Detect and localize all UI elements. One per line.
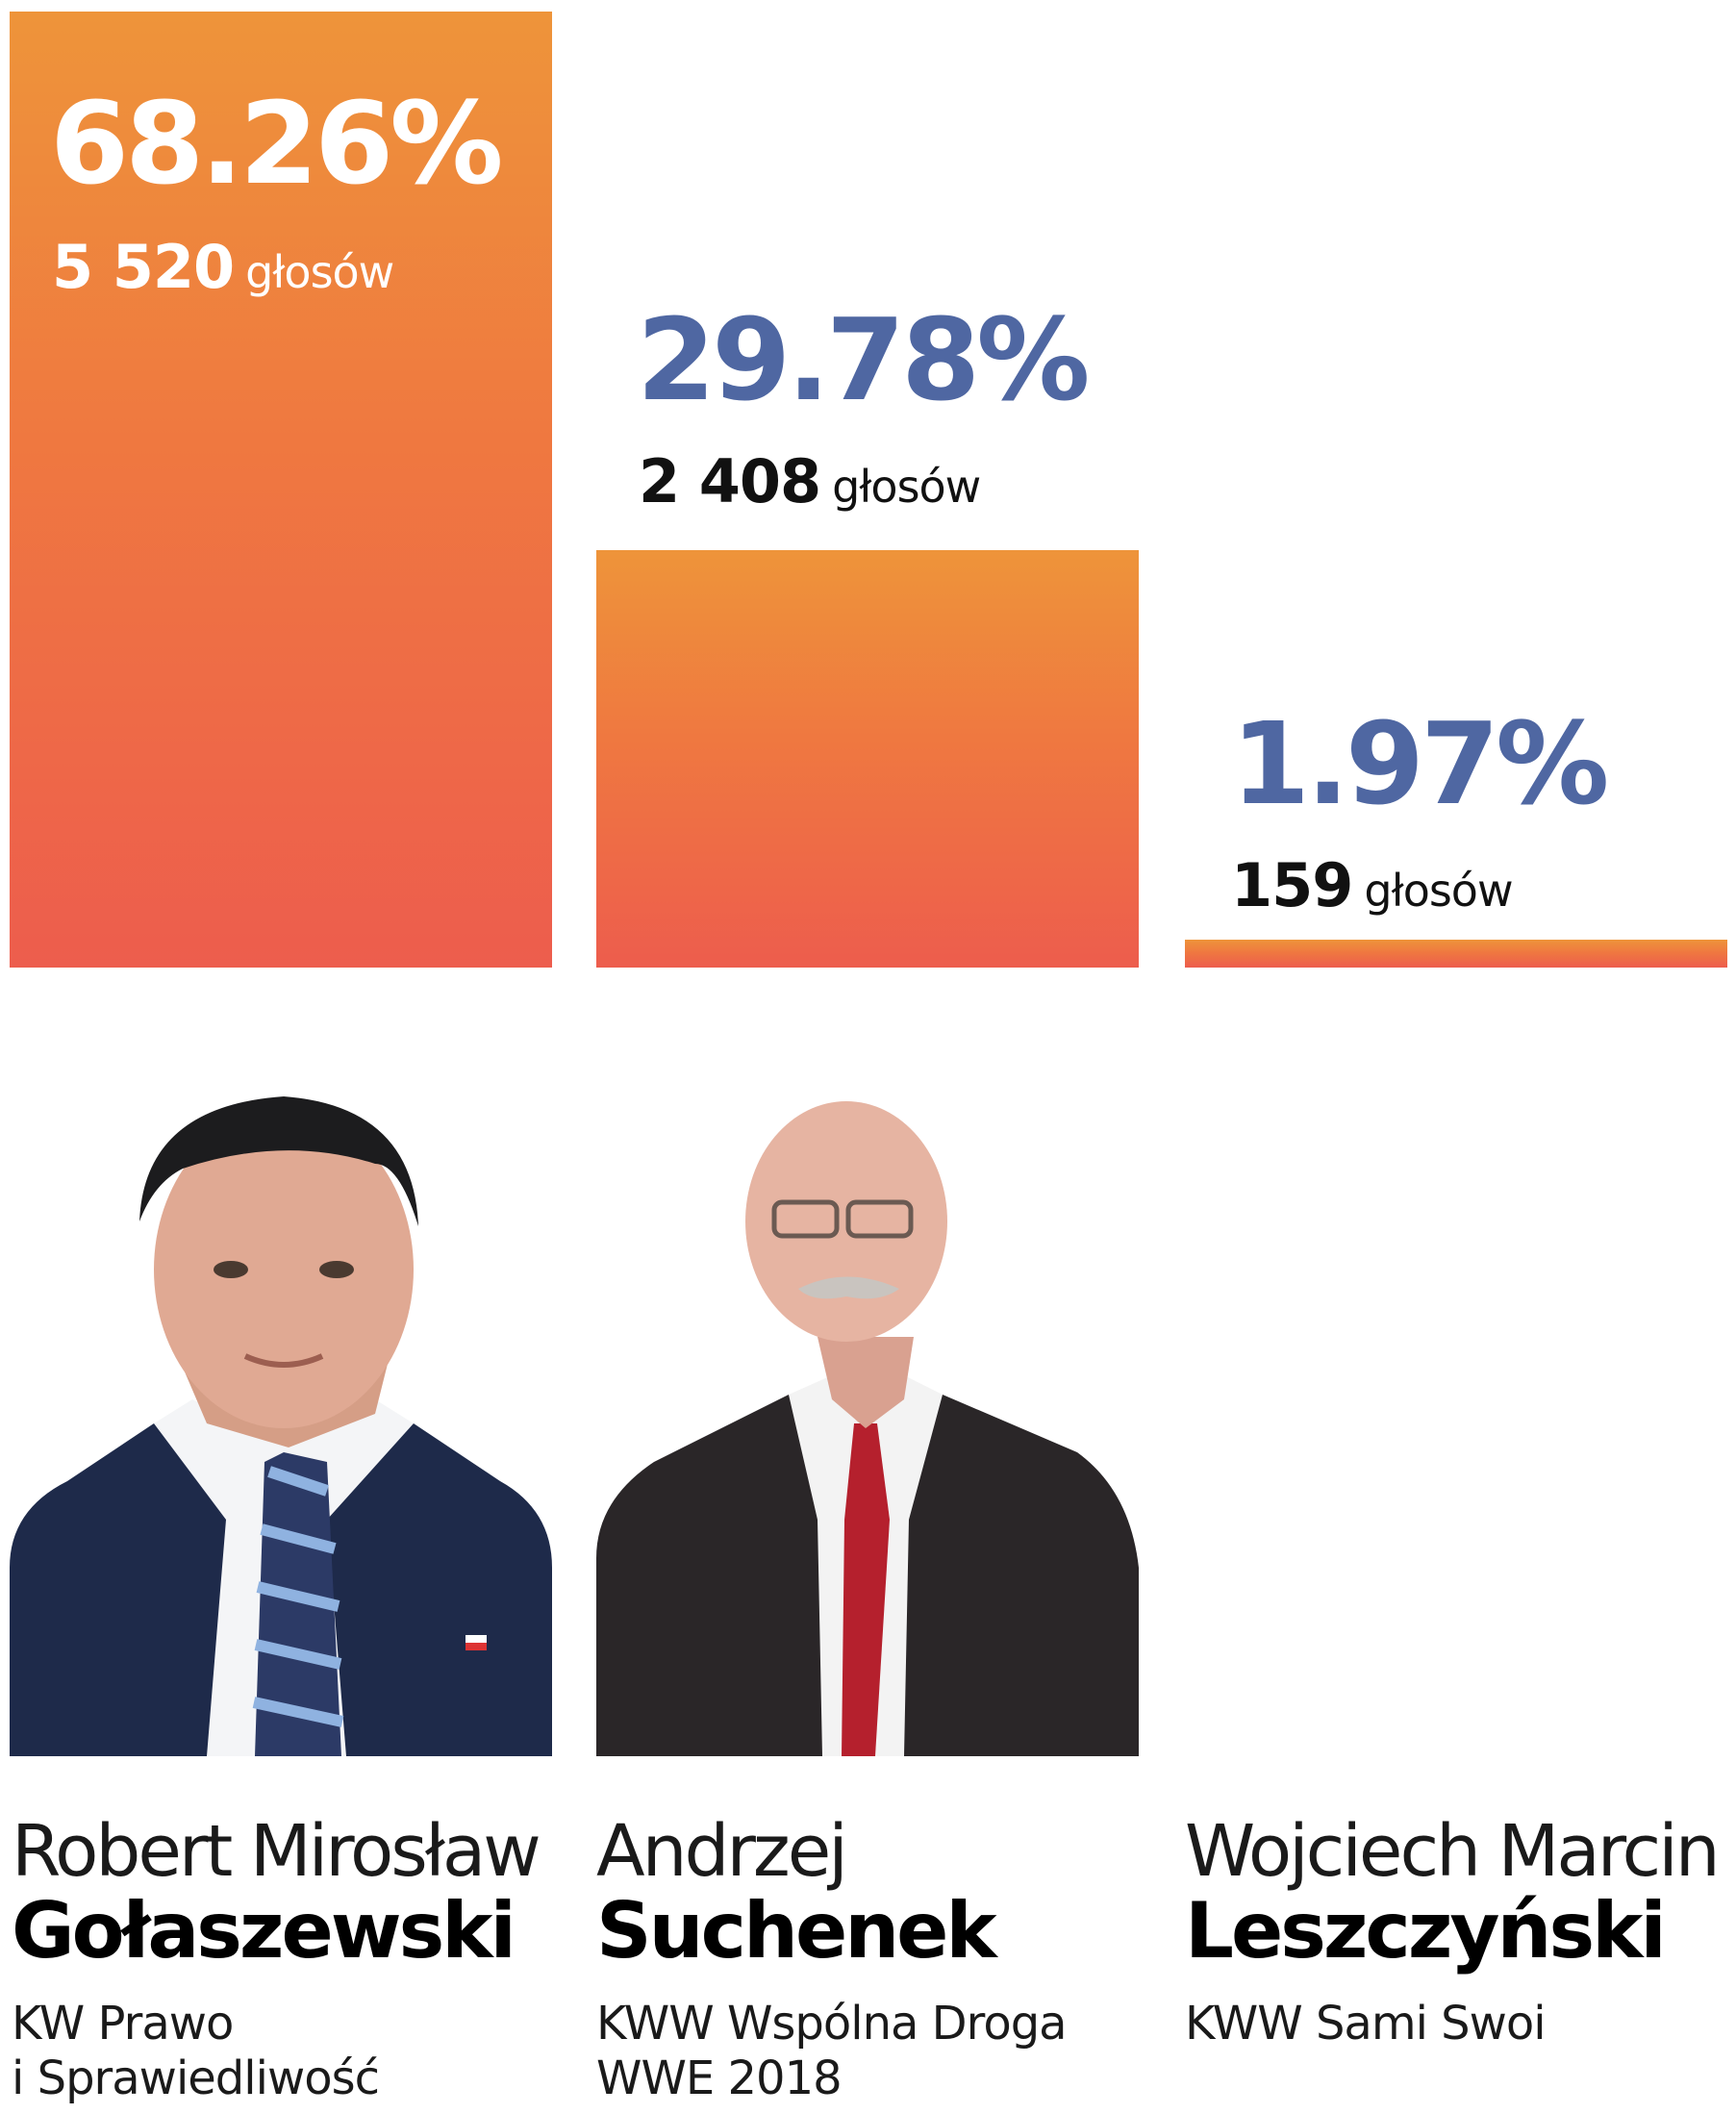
votes-unit: głosów bbox=[1364, 865, 1513, 917]
votes-label-golaszewski: 5 520 głosów bbox=[52, 238, 394, 298]
votes-unit: głosów bbox=[832, 461, 981, 513]
candidate-last-name: Gołaszewski bbox=[12, 1886, 516, 1976]
candidate-last-name: Suchenek bbox=[596, 1886, 997, 1976]
candidate-party: KW Prawo i Sprawiedliwość bbox=[12, 1997, 380, 2106]
bar-suchenek bbox=[596, 550, 1139, 968]
votes-count: 5 520 bbox=[52, 232, 235, 302]
party-line: KW Prawo bbox=[12, 1997, 234, 2051]
votes-label-suchenek: 2 408 głosów bbox=[639, 452, 981, 513]
bar-leszczynski bbox=[1185, 940, 1727, 968]
votes-count: 159 bbox=[1231, 850, 1353, 920]
party-line: KWW Sami Swoi bbox=[1185, 1997, 1547, 2051]
candidate-photo-golaszewski bbox=[10, 1068, 552, 1756]
candidate-first-name: Wojciech Marcin bbox=[1185, 1810, 1721, 1893]
candidate-photo-suchenek bbox=[596, 1068, 1139, 1756]
party-line: WWE 2018 bbox=[596, 2051, 843, 2105]
pct-label-leszczynski: 1.97% bbox=[1231, 697, 1609, 830]
pct-label-golaszewski: 68.26% bbox=[50, 77, 503, 210]
candidate-party: KWW Sami Swoi bbox=[1185, 1997, 1547, 2051]
party-line: KWW Wspólna Droga bbox=[596, 1997, 1068, 2051]
candidate-party: KWW Wspólna Droga WWE 2018 bbox=[596, 1997, 1068, 2106]
bar-golaszewski bbox=[10, 12, 552, 968]
candidate-first-name: Andrzej bbox=[596, 1810, 848, 1893]
votes-count: 2 408 bbox=[639, 446, 821, 516]
pct-label-suchenek: 29.78% bbox=[637, 293, 1090, 426]
candidate-last-name: Leszczyński bbox=[1185, 1886, 1667, 1976]
party-line: i Sprawiedliwość bbox=[12, 2051, 380, 2105]
votes-label-leszczynski: 159 głosów bbox=[1231, 856, 1514, 917]
votes-unit: głosów bbox=[245, 246, 394, 298]
candidate-first-name: Robert Mirosław bbox=[12, 1810, 541, 1893]
